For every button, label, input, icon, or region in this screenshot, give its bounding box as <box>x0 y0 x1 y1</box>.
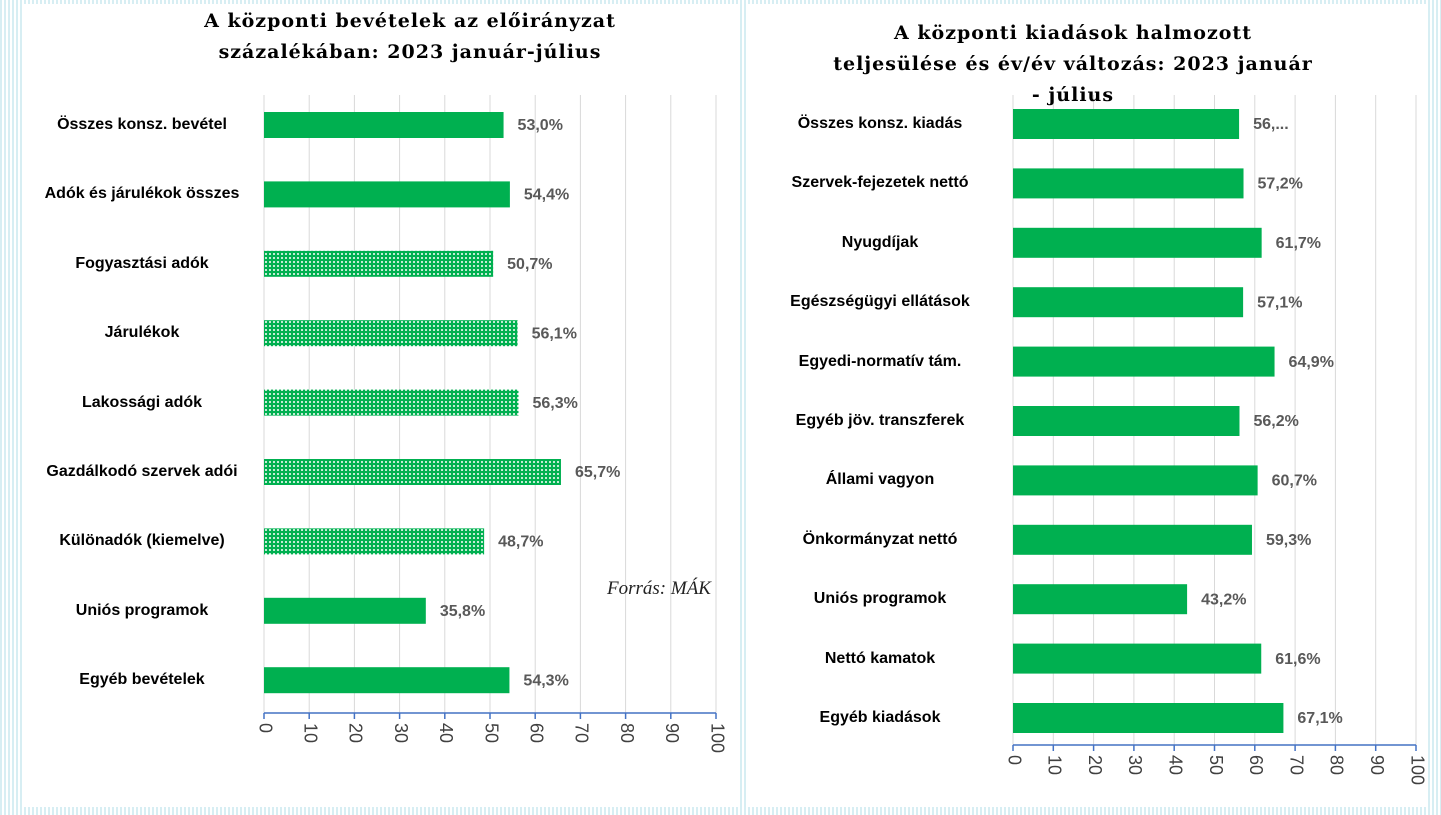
x-tick-label: 0 <box>255 723 275 733</box>
x-tick-label: 90 <box>662 723 682 743</box>
category-label: Lakossági adók <box>81 393 203 411</box>
x-tick-label: 40 <box>1165 755 1185 775</box>
x-tick-label: 70 <box>1286 755 1306 775</box>
bar <box>1013 109 1240 139</box>
x-tick-label: 100 <box>707 723 727 753</box>
x-tick-label: 30 <box>391 723 411 743</box>
x-tick-label: 10 <box>1045 755 1065 775</box>
value-label: 61,7% <box>1276 235 1321 252</box>
bar <box>1013 346 1275 377</box>
value-label: 56,1% <box>532 325 577 342</box>
bar <box>264 181 510 208</box>
bar <box>1013 643 1262 674</box>
annotation: Forrás: MÁK <box>607 578 711 599</box>
category-label: Adók és járulékok összes <box>44 185 240 203</box>
bar <box>1013 287 1244 318</box>
category-label: Uniós programok <box>813 590 947 608</box>
category-label: Összes konsz. kiadás <box>797 115 963 132</box>
category-label: Gazdálkodó szervek adói <box>46 463 238 480</box>
value-label: 54,3% <box>523 672 568 689</box>
value-label: 57,1% <box>1257 294 1302 311</box>
x-tick-label: 20 <box>346 723 366 743</box>
bar <box>1013 168 1244 199</box>
x-tick-label: 40 <box>436 723 456 743</box>
bar <box>264 250 494 277</box>
category-label: Nyugdíjak <box>841 233 919 251</box>
bar <box>1013 465 1258 496</box>
category-label: Uniós programok <box>75 601 209 619</box>
value-label: 35,8% <box>440 603 485 620</box>
bar <box>264 459 561 485</box>
value-label: 65,7% <box>575 464 620 481</box>
category-label: Nettó kamatok <box>824 649 936 667</box>
category-label: Szervek-fejezetek nettó <box>791 174 969 192</box>
value-label: 54,4% <box>524 187 569 204</box>
bar <box>1013 524 1252 555</box>
category-label: Egyéb kiadások <box>819 709 941 726</box>
category-label: Egyéb bevételek <box>79 671 205 689</box>
x-tick-label: 50 <box>1206 755 1226 775</box>
bar <box>1013 584 1188 615</box>
value-label: 64,9% <box>1289 354 1334 371</box>
bar <box>264 112 504 138</box>
category-label: Egészségügyi ellátások <box>790 293 970 311</box>
value-label: 56,... <box>1253 116 1289 133</box>
x-tick-label: 20 <box>1085 755 1105 775</box>
category-label: Egyéb jöv. transzferek <box>795 412 965 429</box>
bar <box>1013 406 1240 436</box>
category-label: Összes konsz. bevétel <box>57 116 227 133</box>
x-tick-label: 60 <box>526 723 546 743</box>
bar <box>1013 227 1262 258</box>
value-label: 59,3% <box>1266 532 1311 549</box>
value-label: 48,7% <box>498 534 543 551</box>
value-label: 57,2% <box>1258 176 1303 193</box>
chart-title: A központi kiadások halmozott teljesülés… <box>833 22 1313 106</box>
value-label: 53,0% <box>518 117 563 134</box>
value-label: 56,2% <box>1253 413 1298 430</box>
bar <box>264 667 510 694</box>
value-label: 61,6% <box>1275 651 1320 668</box>
category-label: Önkormányzat nettó <box>802 530 958 548</box>
category-label: Járulékok <box>104 324 180 342</box>
value-label: 67,1% <box>1297 710 1342 727</box>
value-label: 60,7% <box>1272 473 1317 490</box>
bar <box>264 320 518 347</box>
x-tick-label: 0 <box>1004 755 1024 765</box>
x-tick-label: 70 <box>572 723 592 743</box>
bar <box>264 389 519 416</box>
x-tick-label: 50 <box>481 723 501 743</box>
bar <box>1013 703 1284 733</box>
bar <box>264 528 485 555</box>
chart-title: A központi bevételek az előirányzat száz… <box>204 10 616 63</box>
value-label: 43,2% <box>1201 591 1246 608</box>
bar <box>264 597 426 624</box>
category-label: Állami vagyon <box>825 471 935 489</box>
x-tick-label: 80 <box>1327 755 1347 775</box>
category-label: Egyedi-normatív tám. <box>798 352 962 370</box>
x-tick-label: 80 <box>617 723 637 743</box>
x-tick-label: 30 <box>1125 755 1145 775</box>
value-label: 56,3% <box>532 395 577 412</box>
x-tick-label: 60 <box>1246 755 1266 775</box>
x-tick-label: 90 <box>1367 755 1387 775</box>
value-label: 50,7% <box>507 256 552 273</box>
x-tick-label: 10 <box>300 723 320 743</box>
category-label: Fogyasztási adók <box>75 254 209 272</box>
category-label: Különadók (kiemelve) <box>59 532 225 550</box>
x-tick-label: 100 <box>1407 755 1427 785</box>
